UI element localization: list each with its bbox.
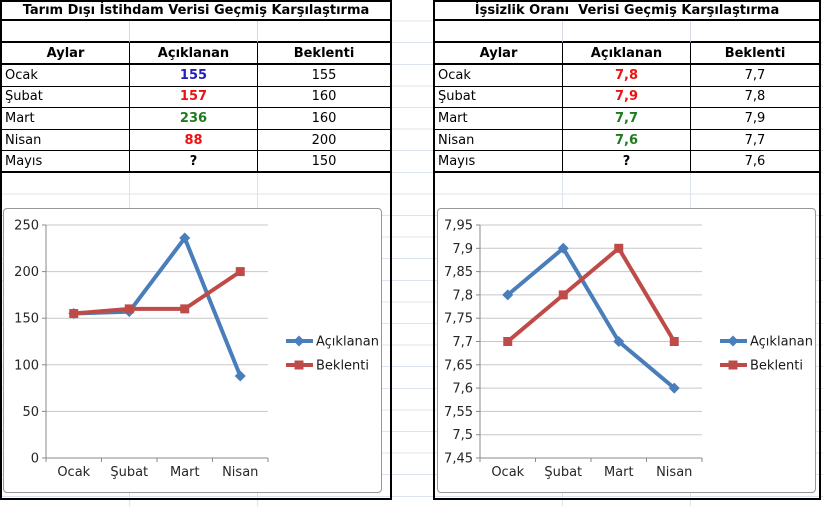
announced-value-cell[interactable]: 236 [130,108,258,130]
expected-value-cell[interactable]: 7,6 [691,151,819,173]
x-axis-labels: Ocak Şubat Mart Nisan [491,465,692,480]
svg-text:Ocak: Ocak [57,465,90,480]
svg-text:Beklenti: Beklenti [750,359,803,374]
svg-text:7,9: 7,9 [452,242,473,257]
svg-text:Nisan: Nisan [222,465,258,480]
svg-text:7,45: 7,45 [444,452,473,467]
unemployment-chart-canvas: 7,45 7,5 7,55 7,6 7,65 7,7 7,75 7,8 7,85 7,9 7,95 O… [444,219,813,481]
nonfarm-chart-canvas: 0 50 100 150 200 250 Ocak Şubat Mart Nisan Açıklan… [14,219,379,481]
announced-value-cell[interactable]: 7,8 [563,65,691,87]
series-0-diamond [502,242,680,394]
expected-value-cell[interactable]: 200 [258,129,390,152]
legend: Açıklanan Beklenti [720,335,813,374]
empty-cell[interactable] [2,21,130,43]
svg-text:7,5: 7,5 [452,428,473,443]
svg-text:100: 100 [14,358,39,373]
month-cell[interactable]: Mayıs [435,151,563,173]
table-title: İşsizlik Oranı Verisi Geçmiş Karşılaştır… [435,2,819,21]
empty-cell[interactable] [258,21,390,43]
announced-value-cell[interactable]: 88 [130,129,258,152]
announced-value-cell[interactable]: 7,6 [563,129,691,152]
svg-text:7,85: 7,85 [444,265,473,280]
svg-text:7,65: 7,65 [444,358,473,373]
expected-value-cell[interactable]: 160 [258,108,390,130]
nonfarm-chart[interactable]: 0 50 100 150 200 250 Ocak Şubat Mart Nisan Açıklan… [3,208,382,493]
series-1-square [69,267,245,319]
svg-text:50: 50 [22,405,39,420]
nonfarm-table: Tarım Dışı İstihdam Verisi Geçmiş Karşıl… [2,2,390,173]
empty-cell[interactable] [691,21,819,43]
month-cell[interactable]: Ocak [2,65,130,87]
svg-text:Nisan: Nisan [656,465,692,480]
unemployment-chart[interactable]: 7,45 7,5 7,55 7,6 7,65 7,7 7,75 7,8 7,85 7,9 7,95 O… [437,208,816,493]
svg-text:7,55: 7,55 [444,405,473,420]
expected-value-cell[interactable]: 7,9 [691,108,819,130]
month-cell[interactable]: Mart [435,108,563,130]
month-cell[interactable]: Şubat [435,86,563,109]
announced-value-cell[interactable]: 157 [130,86,258,109]
svg-text:7,75: 7,75 [444,312,473,327]
svg-text:Mart: Mart [170,465,200,480]
svg-text:7,6: 7,6 [452,382,473,397]
announced-value-cell[interactable]: ? [563,151,691,173]
svg-text:7,8: 7,8 [452,288,473,303]
svg-text:Mart: Mart [604,465,634,480]
announced-value-cell[interactable]: 7,7 [563,108,691,130]
svg-text:150: 150 [14,312,39,327]
expected-value-cell[interactable]: 160 [258,86,390,109]
expected-value-cell[interactable]: 7,8 [691,86,819,109]
announced-value-cell[interactable]: 155 [130,65,258,87]
empty-cell[interactable] [563,21,691,43]
expected-value-cell[interactable]: 150 [258,151,390,173]
unemployment-table: İşsizlik Oranı Verisi Geçmiş Karşılaştır… [435,2,819,173]
announced-value-cell[interactable]: 7,9 [563,86,691,109]
svg-text:Açıklanan: Açıklanan [750,335,813,350]
y-axis-labels: 7,45 7,5 7,55 7,6 7,65 7,7 7,75 7,8 7,85 7,9 7,95 [444,219,473,467]
x-axis-labels: Ocak Şubat Mart Nisan [57,465,258,480]
month-cell[interactable]: Nisan [435,129,563,152]
announced-value-cell[interactable]: ? [130,151,258,173]
month-cell[interactable]: Nisan [2,129,130,152]
series-1-square [503,243,679,346]
column-header-aylar[interactable]: Aylar [435,43,563,65]
month-cell[interactable]: Mayıs [2,151,130,173]
legend: Açıklanan Beklenti [286,335,379,374]
svg-text:7,7: 7,7 [452,335,473,350]
expected-value-cell[interactable]: 155 [258,65,390,87]
column-header-aylar[interactable]: Aylar [2,43,130,65]
axes [476,224,703,462]
svg-text:200: 200 [14,265,39,280]
axes [42,224,269,462]
svg-text:Ocak: Ocak [491,465,524,480]
svg-text:7,95: 7,95 [444,219,473,234]
month-cell[interactable]: Şubat [2,86,130,109]
svg-text:250: 250 [14,219,39,234]
expected-value-cell[interactable]: 7,7 [691,129,819,152]
svg-text:Şubat: Şubat [544,465,582,480]
empty-cell[interactable] [130,21,258,43]
svg-text:0: 0 [31,452,39,467]
table-title: Tarım Dışı İstihdam Verisi Geçmiş Karşıl… [2,2,390,21]
column-header-beklenti[interactable]: Beklenti [691,43,819,65]
y-axis-labels: 0 50 100 150 200 250 [14,219,39,467]
expected-value-cell[interactable]: 7,7 [691,65,819,87]
empty-cell[interactable] [435,21,563,43]
svg-text:Şubat: Şubat [110,465,148,480]
month-cell[interactable]: Mart [2,108,130,130]
column-header-beklenti[interactable]: Beklenti [258,43,390,65]
column-header-aciklanan[interactable]: Açıklanan [563,43,691,65]
month-cell[interactable]: Ocak [435,65,563,87]
svg-text:Beklenti: Beklenti [316,359,369,374]
column-header-aciklanan[interactable]: Açıklanan [130,43,258,65]
svg-text:Açıklanan: Açıklanan [316,335,379,350]
gridlines [46,224,268,412]
